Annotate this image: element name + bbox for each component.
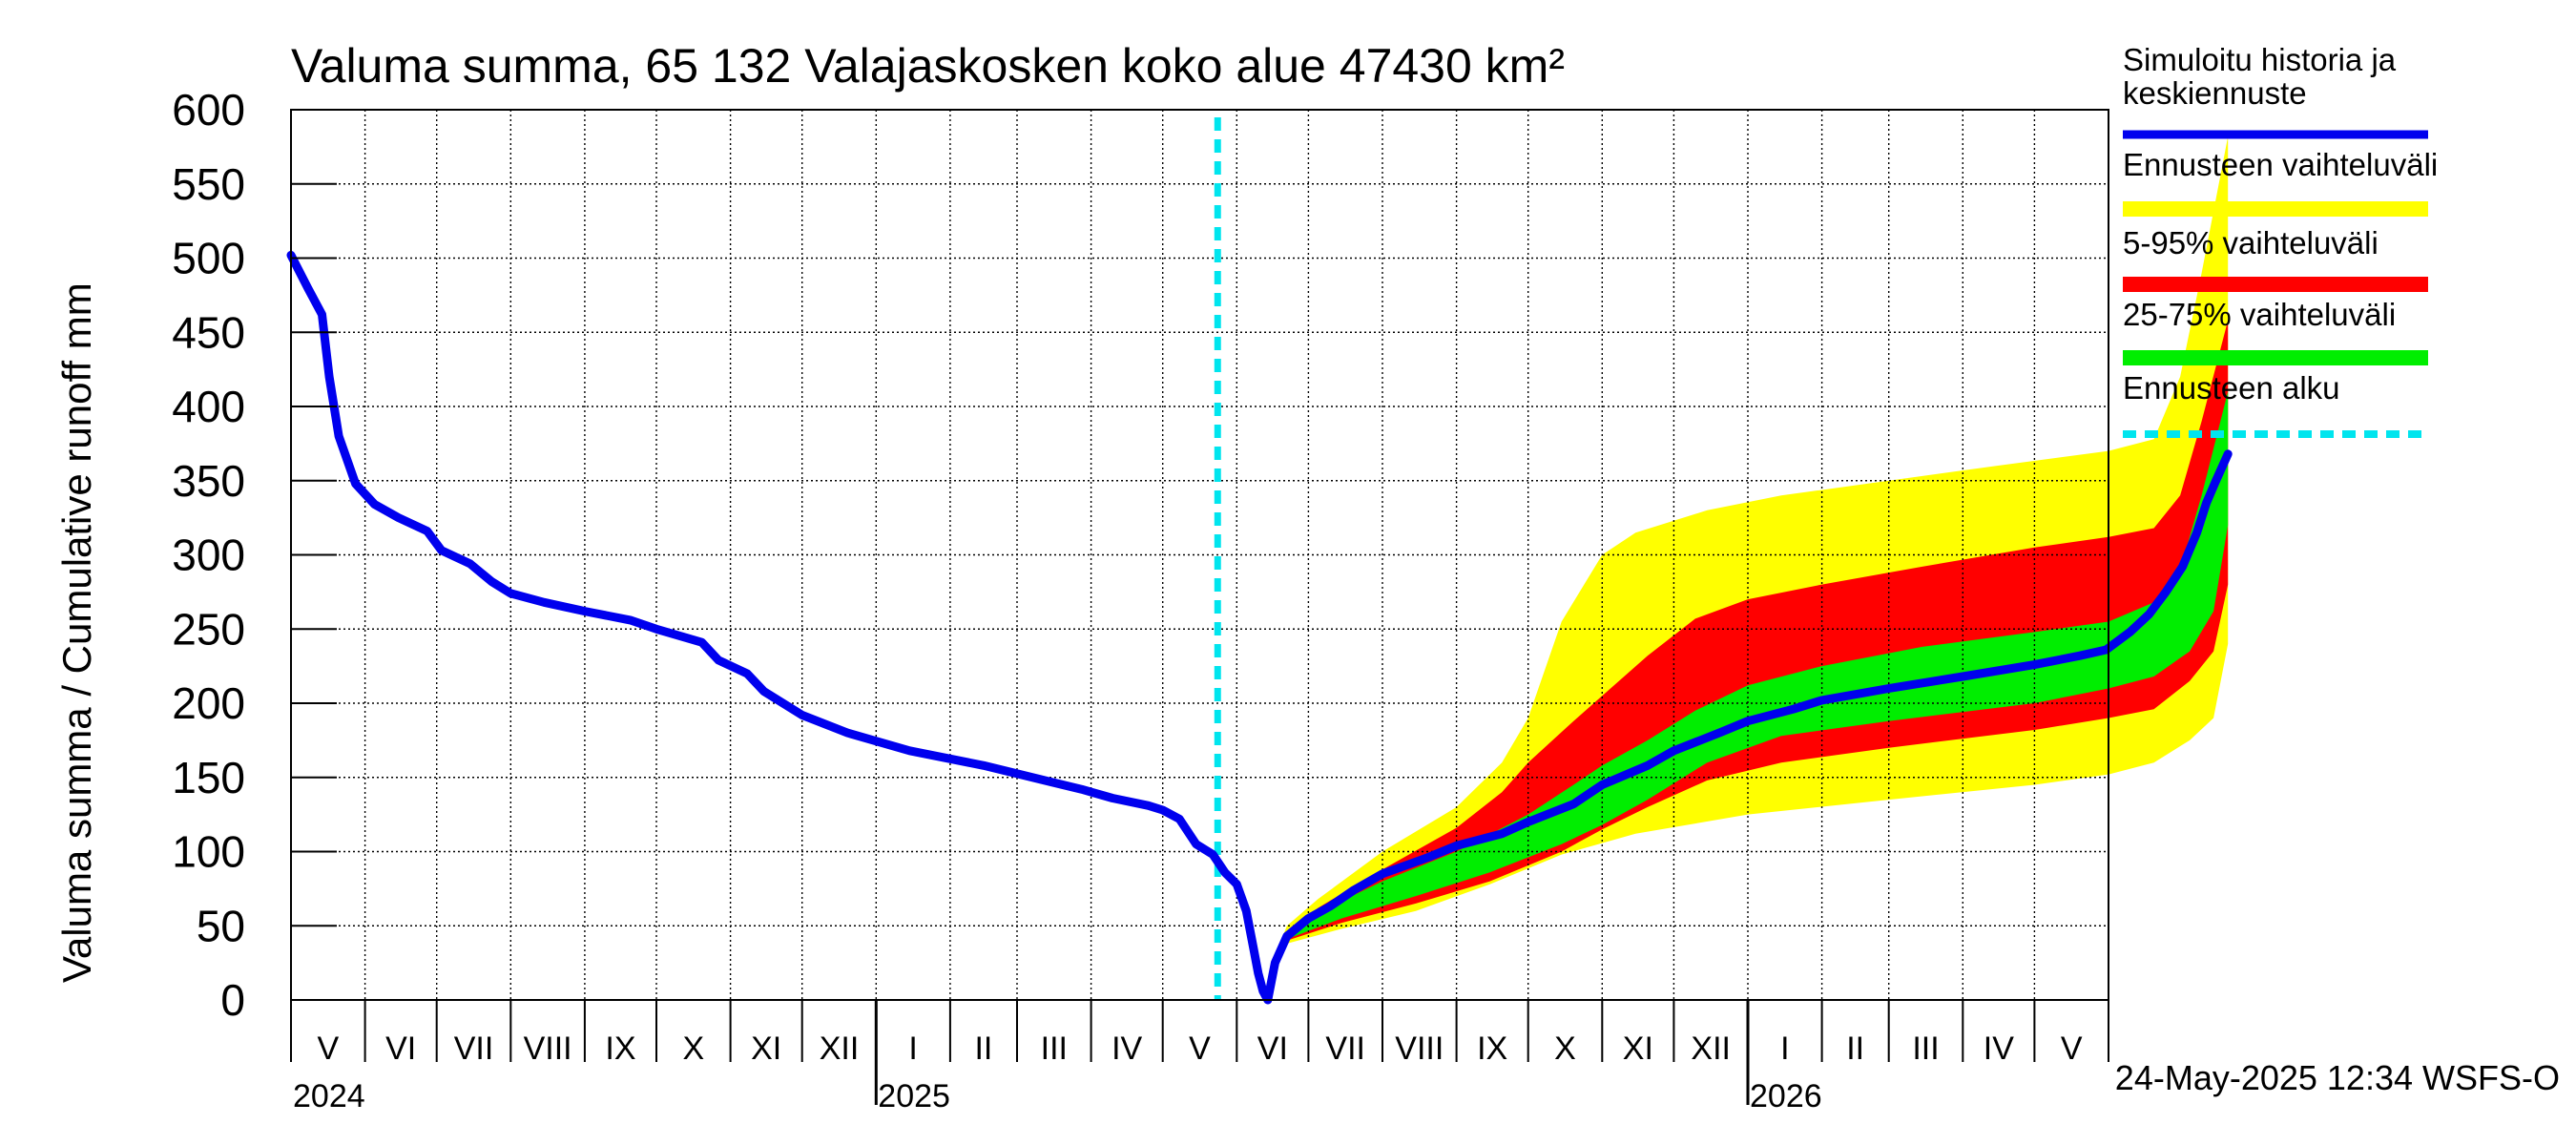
x-month-label: II xyxy=(974,1030,992,1067)
footer-timestamp: 24-May-2025 12:34 WSFS-O xyxy=(2115,1058,2560,1097)
y-tick-label: 0 xyxy=(220,975,245,1025)
x-month-label: IX xyxy=(605,1030,635,1067)
x-month-label: IV xyxy=(1984,1030,2014,1067)
legend-label-1: Ennusteen vaihteluväli xyxy=(2123,147,2438,182)
y-tick-label: 100 xyxy=(172,827,245,877)
y-tick-label: 450 xyxy=(172,307,245,357)
x-month-label: XI xyxy=(1623,1030,1653,1067)
legend-label-0: keskiennuste xyxy=(2123,75,2307,111)
legend-label-4: Ennusteen alku xyxy=(2123,370,2340,406)
x-month-label: VI xyxy=(1257,1030,1288,1067)
y-axis: 0 50 100 150 200 250 300 350 400 450 500 550 600 xyxy=(172,85,337,1025)
x-month-label: XII xyxy=(820,1030,860,1067)
y-tick-label: 350 xyxy=(172,456,245,506)
legend-label-3: 25-75% vaihteluväli xyxy=(2123,297,2396,332)
x-month-label: X xyxy=(1554,1030,1576,1067)
x-month-label: I xyxy=(908,1030,917,1067)
y-tick-label: 500 xyxy=(172,234,245,283)
series-line-mean xyxy=(286,250,2233,1005)
legend-label-2: 5-95% vaihteluväli xyxy=(2123,225,2379,260)
x-month-label: VII xyxy=(454,1030,494,1067)
x-month-label: V xyxy=(2061,1030,2083,1067)
x-month-label: IV xyxy=(1111,1030,1142,1067)
x-month-label: VIII xyxy=(524,1030,572,1067)
x-month-label: I xyxy=(1780,1030,1789,1067)
legend-label-0: Simuloitu historia ja xyxy=(2123,42,2397,77)
x-month-label: X xyxy=(682,1030,704,1067)
x-month-label: XII xyxy=(1691,1030,1731,1067)
y-tick-label: 300 xyxy=(172,531,245,580)
grid-lines xyxy=(291,110,2109,1000)
y-tick-label: 50 xyxy=(197,901,245,950)
x-month-label: II xyxy=(1846,1030,1864,1067)
x-year-label: 2026 xyxy=(1750,1078,1822,1114)
x-month-label: IX xyxy=(1477,1030,1507,1067)
x-month-label: VI xyxy=(385,1030,416,1067)
y-axis-label: Valuma summa / Cumulative runoff mm xyxy=(54,282,99,983)
x-month-label: V xyxy=(1189,1030,1211,1067)
x-month-label: VIII xyxy=(1395,1030,1444,1067)
chart-title: Valuma summa, 65 132 Valajaskosken koko … xyxy=(291,39,1565,93)
x-month-label: XI xyxy=(751,1030,781,1067)
band-2 xyxy=(1267,391,2229,1000)
x-month-label: V xyxy=(317,1030,339,1067)
x-axis: V VI VII VIII IX X XI XII I II III IV V VI VII VIII IX X X… xyxy=(290,1000,2109,1114)
x-month-label: III xyxy=(1041,1030,1068,1067)
x-year-label: 2024 xyxy=(293,1078,365,1114)
x-year-label: 2025 xyxy=(878,1078,950,1114)
x-month-label: VII xyxy=(1325,1030,1365,1067)
y-tick-label: 150 xyxy=(172,753,245,802)
y-tick-label: 200 xyxy=(172,678,245,728)
y-tick-label: 600 xyxy=(172,85,245,135)
x-month-label: III xyxy=(1912,1030,1939,1067)
y-tick-label: 250 xyxy=(172,604,245,654)
plot-area xyxy=(286,109,2233,1005)
y-tick-label: 550 xyxy=(172,159,245,209)
y-tick-label: 400 xyxy=(172,382,245,431)
